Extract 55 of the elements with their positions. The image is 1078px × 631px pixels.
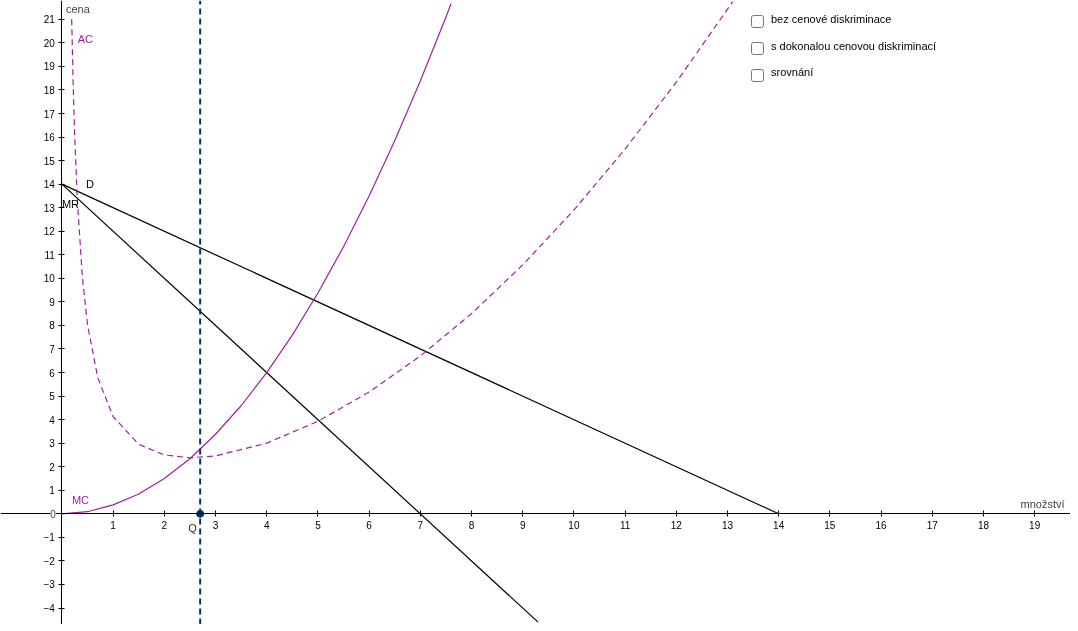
annotation: bez cenové diskriminace (771, 12, 892, 27)
series-label: MC (71, 493, 90, 506)
y-tick-label: 15 (43, 155, 56, 167)
y-tick-label: 14 (43, 179, 56, 191)
x-tick-label: 18 (977, 519, 990, 531)
x-tick-label: 3 (212, 519, 219, 531)
annotation: s dokonalou cenovou diskriminací (771, 38, 937, 54)
y-tick-label: 4 (49, 414, 56, 426)
y-tick-label: −3 (43, 579, 56, 591)
x-tick-label: 4 (263, 519, 270, 531)
annotation: srovnání (771, 65, 814, 81)
y-tick-label: 8 (49, 320, 56, 332)
series-label: AC (77, 33, 93, 46)
x-tick-label: 9 (519, 519, 526, 531)
y-tick-label: 11 (44, 249, 56, 261)
x-tick-label: 13 (721, 519, 734, 531)
y-tick-label: 6 (49, 367, 56, 379)
y-tick-label: 7 (49, 344, 56, 355)
y-tick-label: 13 (43, 202, 56, 214)
y-tick-label: −2 (43, 555, 56, 567)
y-tick-label: 21 (43, 14, 56, 26)
x-tick-label: 19 (1029, 519, 1041, 531)
x-tick-label: 10 (568, 519, 580, 531)
y-tick-label: 19 (43, 61, 56, 73)
ref-line-label: Q (188, 521, 198, 534)
y-tick-label: 20 (43, 37, 56, 49)
y-tick-label: 12 (43, 226, 56, 238)
series-label: D (85, 178, 94, 191)
y-tick-label: 1 (49, 485, 56, 497)
x-tick-label: 17 (926, 519, 939, 531)
series-label: MR (61, 198, 80, 211)
y-tick-label: 10 (43, 273, 56, 285)
y-tick-label: 3 (49, 438, 56, 450)
x-tick-label: 6 (366, 519, 373, 531)
x-tick-label: 7 (417, 519, 424, 531)
x-tick-label: 12 (670, 519, 683, 531)
y-tick-label: −1 (43, 532, 56, 544)
x-tick-label: 2 (161, 519, 168, 531)
x-tick-label: 1 (110, 519, 117, 531)
y-tick-label: 16 (43, 132, 56, 144)
x-axis-title: množství (1020, 497, 1065, 510)
x-tick-label: 11 (619, 519, 631, 531)
x-tick-label: 14 (773, 519, 785, 531)
y-tick-label: −4 (43, 603, 56, 615)
x-tick-label: 15 (824, 519, 836, 531)
y-tick-label: 5 (49, 391, 56, 403)
y-tick-label: 17 (43, 108, 56, 120)
y-tick-label: 18 (43, 84, 56, 96)
y-tick-label: 9 (49, 296, 56, 308)
x-tick-label: 16 (875, 519, 888, 531)
y-tick-label: 2 (49, 461, 56, 473)
x-tick-label: 5 (315, 519, 322, 531)
y-tick-label: 0 (50, 508, 57, 520)
y-axis-title: cena (65, 2, 91, 15)
x-tick-label: 8 (468, 519, 475, 531)
